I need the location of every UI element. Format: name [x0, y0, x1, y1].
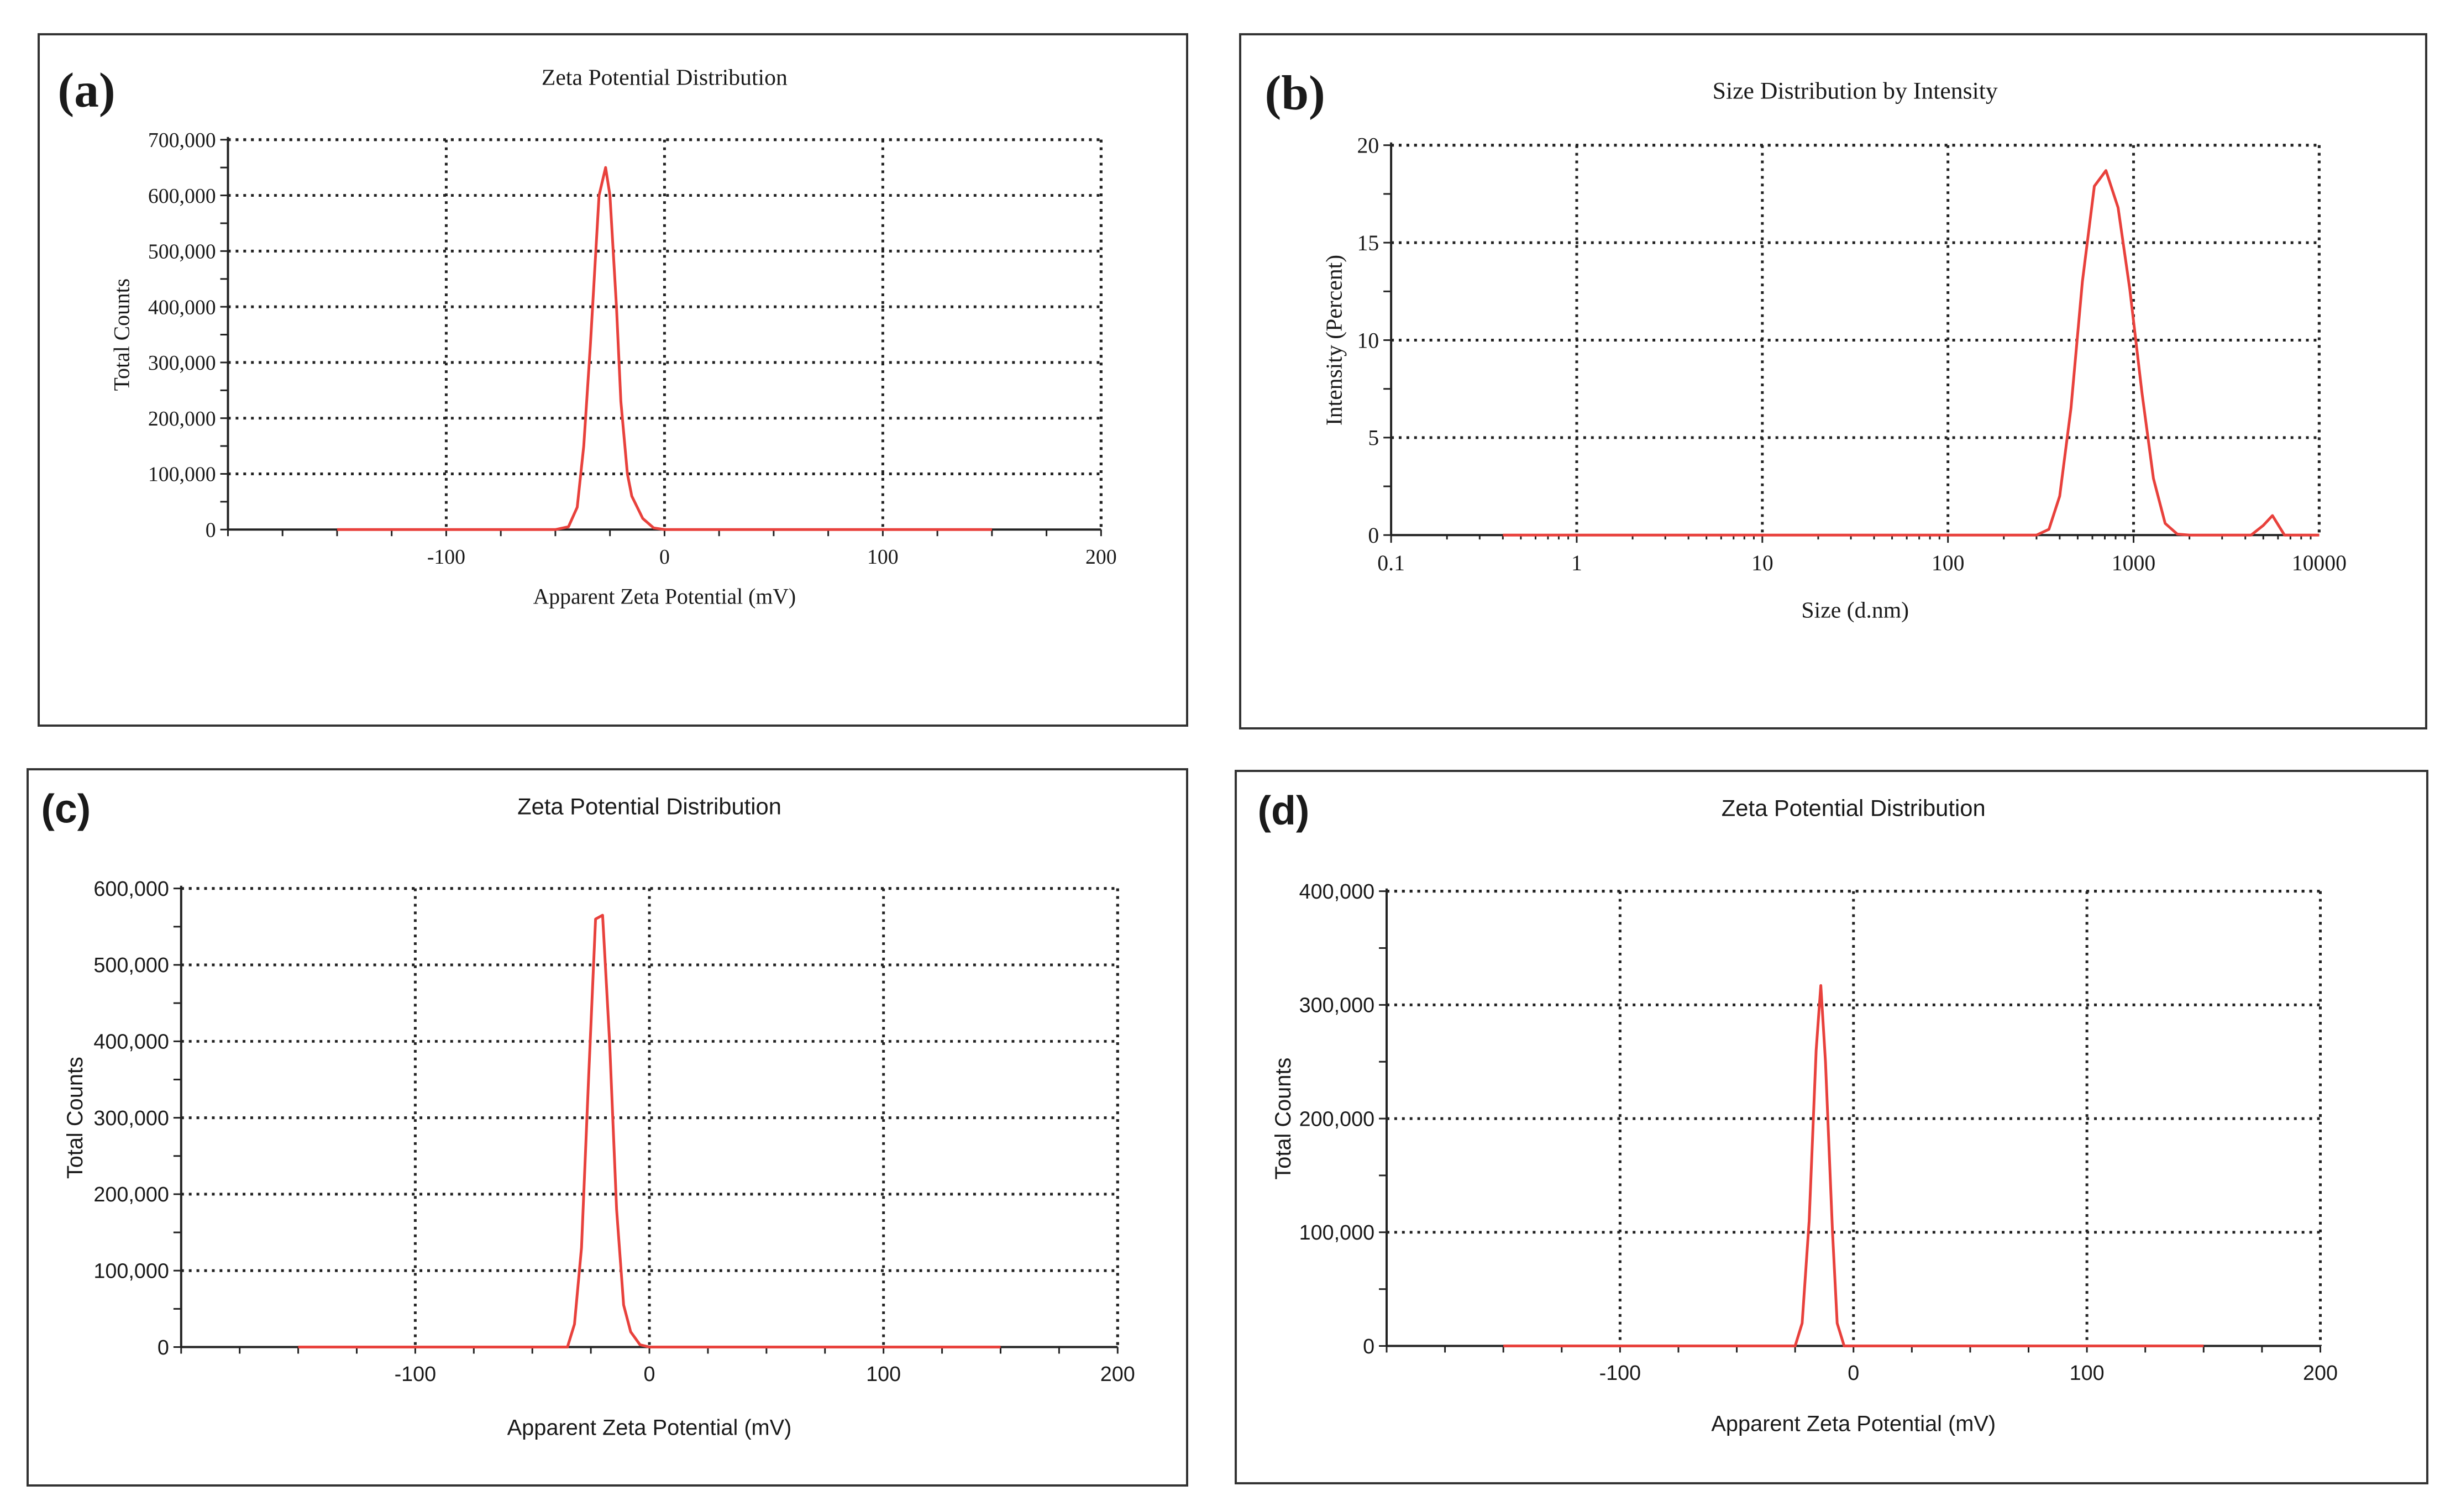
y-tick-label: 200,000: [1299, 1107, 1374, 1131]
y-tick-label: 200,000: [93, 1183, 169, 1206]
grid-lines: [1387, 890, 2322, 1346]
chart-b: (b) Size Distribution by Intensity 0 5 10 15 2…: [1265, 66, 2347, 623]
y-tick-label: 100,000: [1299, 1221, 1374, 1245]
x-axis-label: Apparent Zeta Potential (mV): [533, 584, 796, 608]
y-tick-label: 10: [1357, 328, 1379, 353]
y-tick-label: 700,000: [148, 129, 216, 152]
y-tick-label: 300,000: [148, 351, 216, 375]
panel-label-b: (b): [1265, 66, 1325, 120]
y-tick-label: 0: [1368, 523, 1379, 548]
x-tick-label: 100: [866, 1363, 901, 1386]
x-tick-label: 1: [1571, 551, 1582, 575]
chart-title: Zeta Potential Distribution: [542, 65, 788, 90]
grid-lines: [181, 887, 1119, 1347]
y-tick-label: 600,000: [148, 185, 216, 208]
y-tick-label: 300,000: [93, 1107, 169, 1130]
x-tick-label: 200: [2303, 1362, 2338, 1385]
chart-title: Zeta Potential Distribution: [517, 794, 781, 820]
y-tick-label: 20: [1357, 134, 1379, 158]
panel-b: (b) Size Distribution by Intensity 0 5 10 15 2…: [1239, 33, 2427, 729]
x-tick-label: 200: [1085, 545, 1117, 569]
y-tick-label: 400,000: [148, 296, 216, 319]
y-tick-label: 5: [1368, 426, 1379, 450]
x-tick-label: 0: [1848, 1362, 1859, 1385]
y-tick-label: 15: [1357, 231, 1379, 255]
y-tick-label: 500,000: [148, 240, 216, 264]
series-line: [337, 166, 992, 531]
panel-label-d: (d): [1257, 787, 1309, 833]
y-tick-label: 100,000: [148, 463, 216, 486]
x-tick-label: 200: [1100, 1363, 1135, 1386]
chart-title: Zeta Potential Distribution: [1722, 795, 1986, 821]
y-tick-label: 200,000: [148, 407, 216, 431]
y-axis-label: Total Counts: [63, 1057, 87, 1179]
y-tick-label: 0: [206, 518, 216, 542]
y-axis-label: Intensity (Percent): [1322, 255, 1347, 426]
chart-a: (a) Zeta Potential Distribution 0 100,000 20…: [57, 63, 1117, 608]
grid-lines: [1391, 144, 2321, 536]
y-tick-label: 0: [1363, 1335, 1374, 1358]
panel-c: (c) Zeta Potential Distribution 0 100,000 20…: [27, 768, 1188, 1487]
x-axis-label: Size (d.nm): [1801, 597, 1909, 623]
panel-a: (a) Zeta Potential Distribution 0 100,000 20…: [38, 33, 1188, 727]
y-tick-label: 600,000: [93, 878, 169, 901]
x-axis-label: Apparent Zeta Potential (mV): [507, 1416, 792, 1440]
x-tick-label: -100: [1599, 1362, 1641, 1385]
x-tick-label: 0: [644, 1363, 655, 1386]
chart-title: Size Distribution by Intensity: [1713, 77, 1998, 104]
y-tick-label: 100,000: [93, 1259, 169, 1283]
x-tick-label: 10: [1751, 551, 1773, 575]
y-tick-label: 300,000: [1299, 994, 1374, 1017]
y-axis-label: Total Counts: [1271, 1058, 1295, 1180]
y-tick-label: 400,000: [1299, 880, 1374, 904]
x-tick-label: 1000: [2112, 551, 2155, 575]
x-tick-label: 0: [659, 545, 670, 569]
y-tick-label: 0: [158, 1336, 169, 1359]
panel-d: (d) Zeta Potential Distribution 0 100,000 20…: [1235, 770, 2428, 1484]
x-tick-label: 0.1: [1377, 551, 1405, 575]
panel-label-c: (c): [41, 785, 91, 831]
x-tick-label: 100: [867, 545, 899, 569]
x-tick-label: -100: [395, 1363, 437, 1386]
x-tick-label: -100: [427, 545, 465, 569]
y-axis-label: Total Counts: [110, 279, 134, 391]
x-tick-label: 100: [2070, 1362, 2105, 1385]
chart-c: (c) Zeta Potential Distribution 0 100,000 20…: [41, 785, 1135, 1440]
x-tick-label: 100: [1932, 551, 1965, 575]
series-line: [1503, 169, 2320, 537]
x-axis-label: Apparent Zeta Potential (mV): [1711, 1412, 1996, 1436]
series-line: [1503, 984, 2204, 1348]
x-tick-label: 10000: [2292, 551, 2347, 575]
chart-d: (d) Zeta Potential Distribution 0 100,000 20…: [1257, 787, 2338, 1436]
grid-lines: [228, 138, 1103, 530]
y-tick-label: 400,000: [93, 1031, 169, 1054]
y-tick-label: 500,000: [93, 954, 169, 977]
series-line: [298, 914, 1001, 1349]
panel-label-a: (a): [57, 63, 115, 118]
